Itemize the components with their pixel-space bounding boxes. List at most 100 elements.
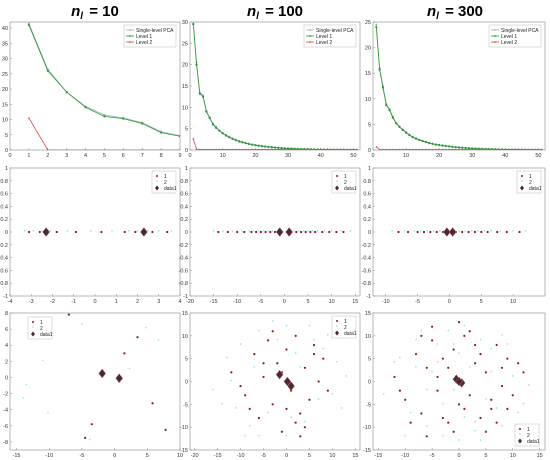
group1-marker [280,430,283,433]
series-point-level-2 [534,148,536,150]
group1-marker [506,357,509,360]
x-tick-label: 0 [285,453,288,459]
series-point-level-2 [504,148,507,150]
group2-marker: * [464,230,466,236]
series-point-level-1 [401,128,404,132]
series-point-level-1 [251,143,254,146]
group2-marker: * [241,230,243,236]
group1-marker [243,230,246,234]
series-point-level-1 [277,146,280,149]
group2-marker: * [22,397,24,403]
group2-marker: * [147,230,149,236]
group1-marker [267,339,270,342]
axes-box [372,167,546,297]
series-point-level-1 [421,139,424,143]
x-tick-label: 40 [318,153,324,159]
data1-marker [140,227,148,237]
group2-marker: * [137,230,139,236]
legend-swatch [521,175,523,177]
group1-marker [335,230,338,234]
series-point-level-1 [211,123,214,126]
series-point-level-2 [208,148,211,150]
legend-swatch: * [32,326,34,332]
series-point-level-1 [244,142,247,145]
series-point-level-2 [438,148,440,150]
group2-marker: * [420,230,422,236]
group1-marker [496,230,499,234]
series-point-level-2 [205,148,208,150]
legend-label: 2 [527,433,530,439]
group2-marker: * [258,329,260,335]
group1-marker [294,421,297,424]
group2-marker: * [222,230,224,236]
group2-marker: * [111,230,113,236]
series-point-level-2 [435,148,437,150]
series-point-level-1 [464,146,467,150]
x-tick-label: 0 [113,453,116,459]
group1-marker [328,230,331,234]
x-tick-label: 5 [308,453,311,459]
group1-marker [447,366,450,369]
series-point-level-2 [530,148,533,150]
x-tick-label: -5 [79,453,84,459]
series-point-level-2 [297,148,299,150]
series-point-level-1 [160,131,163,134]
legend-label: Level 1 [136,34,152,40]
group1-marker [479,416,482,420]
legend-label: 2 [40,326,43,332]
group1-marker [414,353,418,356]
group1-marker [321,230,324,234]
x-tick-label: 0 [93,299,96,305]
group2-marker: * [318,398,320,404]
y-tick-label: 0.4 [180,204,188,210]
series-point-level-1 [461,146,464,149]
group2-marker: * [458,230,460,236]
series-point-single-level-pca [103,113,106,117]
y-tick-label: 10 [365,334,371,340]
series-point-level-2 [514,148,517,150]
group1-marker [474,343,477,347]
series-point-level-2 [254,148,257,150]
y-tick-label: 0.8 [0,179,8,185]
group2-marker: * [307,230,309,236]
legend-box [303,24,357,48]
group2-marker: * [442,434,444,440]
x-tick-label: 0 [457,453,460,459]
group1-marker [84,436,87,440]
panel-row3-col2: -20 -15 -10 -5 0 5 10 15-15-10-5051015*********… [180,311,361,459]
group2-marker: * [298,230,300,236]
column-title-1: nl = 10 [71,3,119,22]
group2-marker: * [312,230,314,236]
series-point-level-1 [103,115,106,118]
x-tick-label: 30 [285,153,291,159]
x-tick-label: -5 [258,299,263,305]
series-point-level-1 [178,135,180,138]
x-tick-label: -20 [186,299,194,305]
group2-marker: * [331,393,333,399]
series-point-level-2 [418,148,421,150]
x-tick-label: 1 [27,153,30,159]
group1-marker [435,230,438,234]
legend-swatch [32,321,34,323]
group2-marker: * [158,230,160,236]
series-point-level-1 [438,144,441,147]
plot-area: * * * * * * * * * * * * * * * * * * * * * * * * * * * * * [212,320,347,440]
group1-marker [299,435,302,438]
series-point-level-1 [388,108,391,112]
series-point-level-1 [234,139,237,142]
series-point-level-2 [494,148,497,150]
plot-area: * * * * * * * * * * * * * * * * * * * * * * * * * * * * * * * * * * * * * * * [383,321,530,445]
series-point-level-2 [199,148,201,150]
group1-marker [473,230,477,234]
series-point-level-2 [270,148,273,150]
group1-marker [425,435,428,438]
group2-marker: * [437,343,439,349]
group1-marker [495,421,498,424]
series-point-level-2 [218,148,221,150]
group1-marker [259,230,262,234]
series-point-level-1 [195,63,198,66]
group1-marker [217,230,220,234]
series-point-level-2 [238,148,240,150]
